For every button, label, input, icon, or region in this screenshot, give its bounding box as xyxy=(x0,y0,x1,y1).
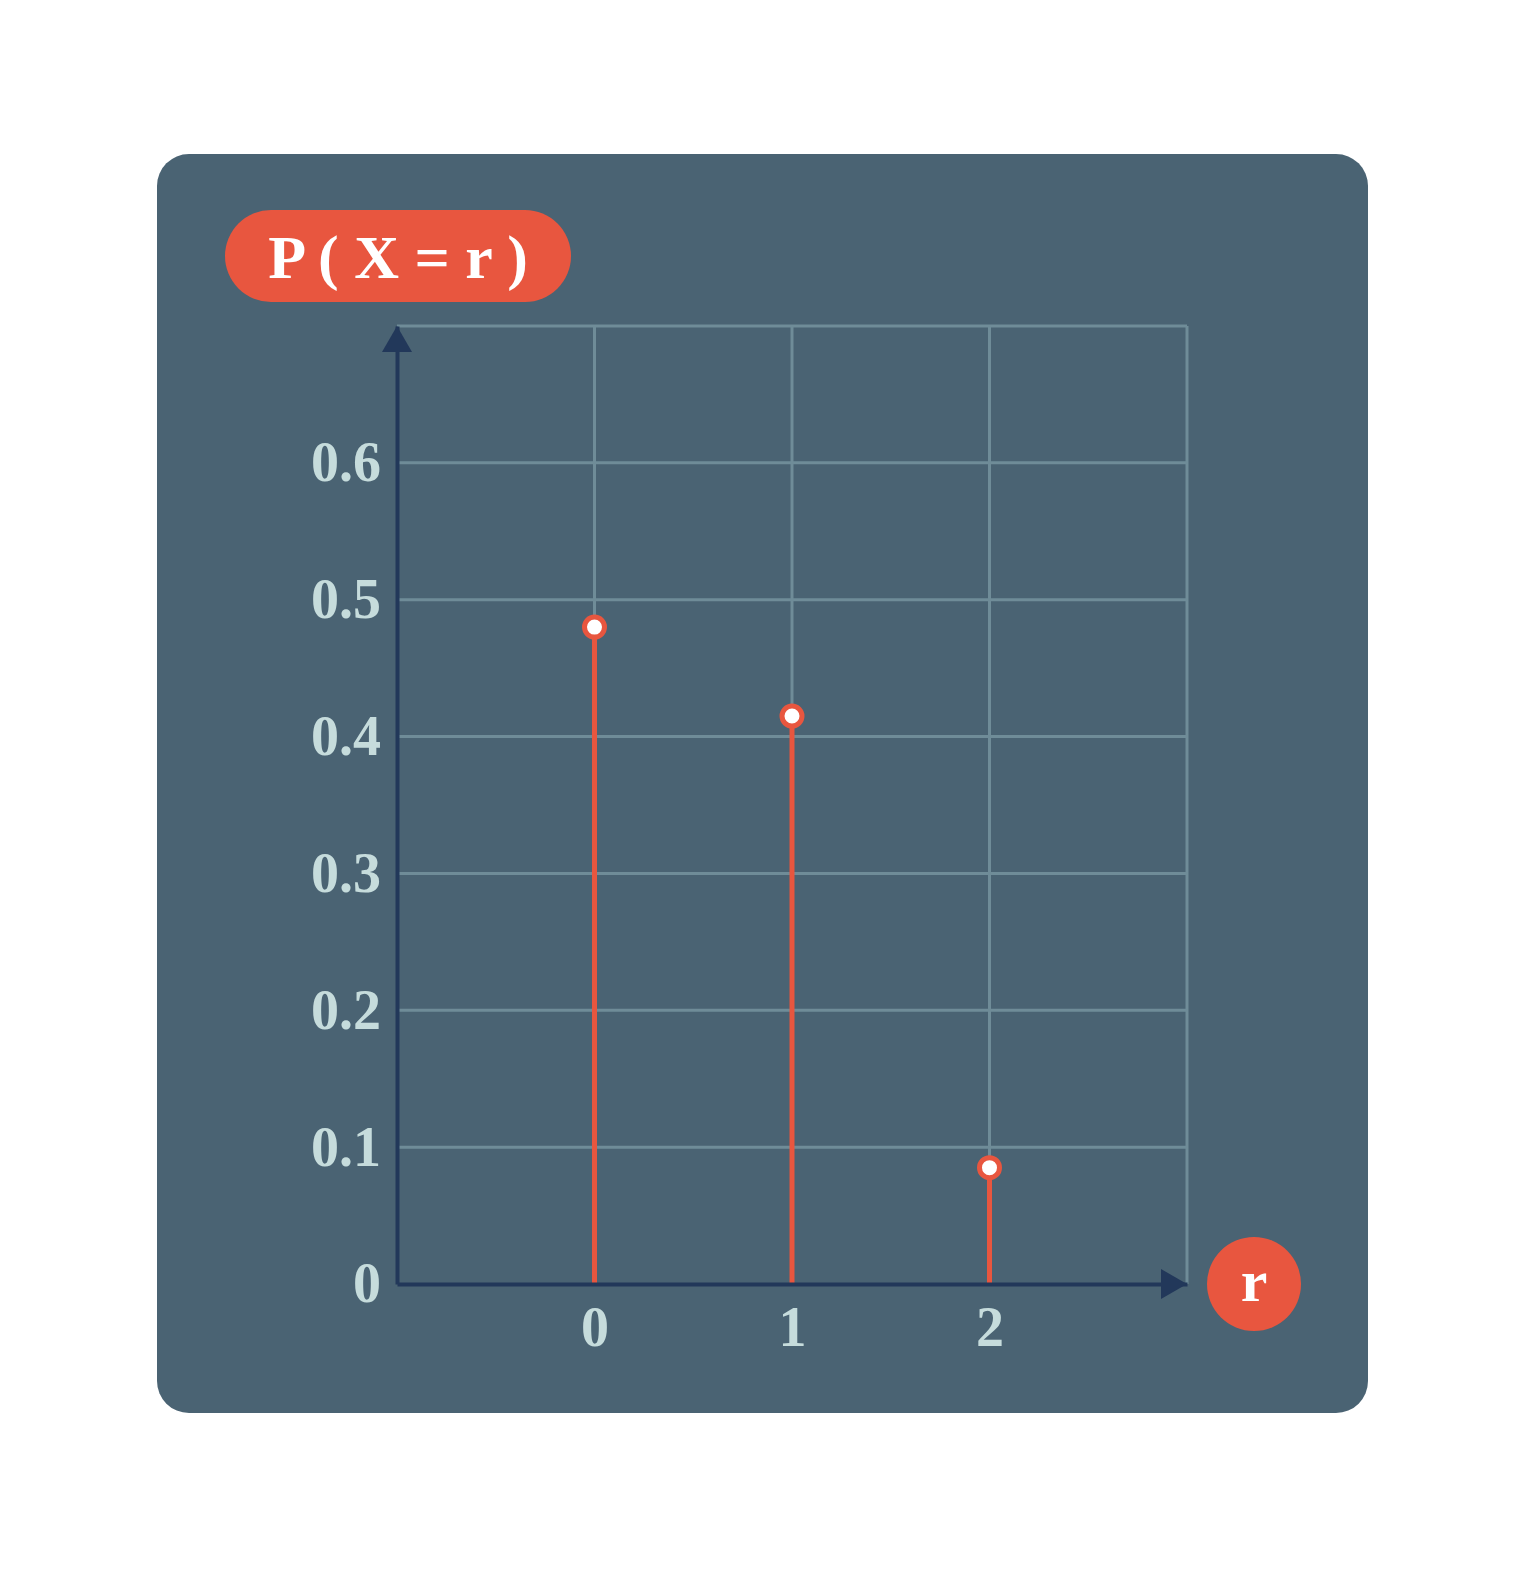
title-group: P ( X = r ) xyxy=(225,210,571,302)
frame-right xyxy=(1186,326,1189,1284)
x-label-group: r xyxy=(1207,1237,1301,1331)
y-tick-label: 0.4 xyxy=(311,705,381,767)
y-tick-label: 0.2 xyxy=(311,979,381,1041)
stem xyxy=(782,706,802,1284)
stem-line xyxy=(592,627,597,1284)
x-tick-label: 1 xyxy=(779,1296,807,1358)
grid-line-x xyxy=(593,326,596,1284)
y-axis-line xyxy=(396,327,400,1285)
x-tick: 2 xyxy=(976,1284,1004,1358)
x-tick-label: 2 xyxy=(976,1296,1004,1358)
x-tick: 1 xyxy=(779,1284,807,1358)
y-tick: 0.2 xyxy=(311,979,397,1041)
x-axis-title: r xyxy=(1241,1248,1268,1314)
x-axis: 0 1 2 xyxy=(398,1284,1188,1358)
y-tick-label: 0.6 xyxy=(311,431,381,493)
y-tick-label: 0.5 xyxy=(311,568,381,630)
y-tick-label: 0.3 xyxy=(311,842,381,904)
plot-area xyxy=(585,617,1000,1284)
stem xyxy=(980,1158,1000,1284)
y-tick: 0.1 xyxy=(311,1116,397,1178)
y-arrow xyxy=(382,326,412,352)
x-tick: 0 xyxy=(581,1284,609,1358)
x-axis-line xyxy=(398,1283,1188,1287)
title-pill xyxy=(225,210,571,302)
title: P ( X = r ) xyxy=(268,223,528,292)
stem xyxy=(585,617,605,1284)
grid-line-x xyxy=(791,326,794,1284)
stem-line xyxy=(790,716,795,1284)
y-axis: 0 0.1 0.2 0.3 0.4 0.5 0.6 xyxy=(311,327,398,1315)
stem-marker xyxy=(980,1158,1000,1178)
y-tick: 0.6 xyxy=(311,431,397,493)
panel xyxy=(157,154,1368,1413)
y-tick: 0.4 xyxy=(311,705,397,767)
stem-marker xyxy=(782,706,802,726)
chart-svg: 0 0.1 0.2 0.3 0.4 0.5 0.6 0 1 2 P ( X = r ) r xyxy=(0,0,1534,1575)
x-tick-label: 0 xyxy=(581,1296,609,1358)
x-label-badge xyxy=(1207,1237,1301,1331)
frame-top xyxy=(397,325,1187,328)
y-tick-label: 0.1 xyxy=(311,1116,381,1178)
y-tick: 0.5 xyxy=(311,568,397,630)
stem-marker xyxy=(585,617,605,637)
x-arrow xyxy=(1161,1269,1187,1299)
grid xyxy=(397,326,1187,1284)
grid-line-x xyxy=(988,326,991,1284)
stem-line xyxy=(987,1168,992,1284)
y-tick-label: 0 xyxy=(353,1252,381,1314)
y-tick: 0 xyxy=(353,1252,397,1314)
y-tick: 0.3 xyxy=(311,842,397,904)
